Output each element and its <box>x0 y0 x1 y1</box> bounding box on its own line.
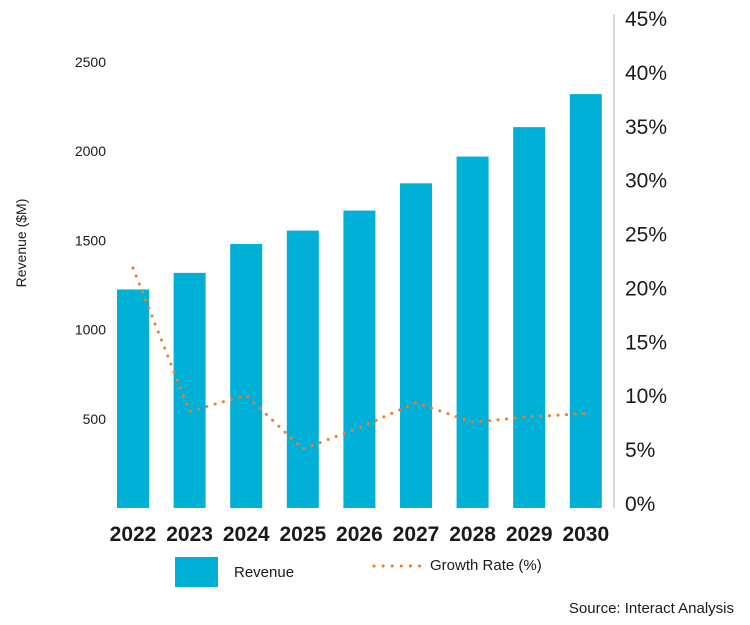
legend-growth-label: Growth Rate (%) <box>430 557 542 574</box>
legend-revenue: Revenue <box>175 557 294 587</box>
revenue-bar-2025 <box>286 230 319 508</box>
left-tick-2000: 2000 <box>75 143 106 159</box>
x-tick-2030: 2030 <box>562 523 609 546</box>
x-tick-2027: 2027 <box>393 523 440 546</box>
revenue-bar-2027 <box>400 183 432 508</box>
x-tick-2023: 2023 <box>166 523 213 546</box>
legend-growth-swatch <box>372 564 422 567</box>
revenue-bar-2022 <box>117 289 149 508</box>
x-tick-2024: 2024 <box>223 523 270 546</box>
right-tick-25pct: 25% <box>625 224 667 247</box>
left-tick-1000: 1000 <box>75 322 106 338</box>
right-tick-5pct: 5% <box>625 439 655 462</box>
x-tick-2025: 2025 <box>279 523 326 546</box>
right-tick-45pct: 45% <box>625 8 667 31</box>
x-tick-2029: 2029 <box>506 523 553 546</box>
x-tick-2026: 2026 <box>336 523 383 546</box>
revenue-bar-2028 <box>456 156 489 508</box>
x-tick-2022: 2022 <box>110 523 157 546</box>
revenue-bar-2024 <box>230 243 263 508</box>
revenue-bar-2029 <box>513 127 546 508</box>
revenue-bar-2026 <box>343 210 376 509</box>
left-tick-500: 500 <box>83 411 107 427</box>
right-tick-20pct: 20% <box>625 277 667 300</box>
revenue-bar-2023 <box>173 272 206 508</box>
left-tick-2500: 2500 <box>75 54 106 70</box>
revenue-bar-2030 <box>569 94 602 508</box>
y-axis-title: Revenue ($M) <box>13 199 29 288</box>
x-tick-2028: 2028 <box>449 523 496 546</box>
right-tick-35pct: 35% <box>625 116 667 139</box>
source-note: Source: Interact Analysis <box>568 600 734 617</box>
right-tick-15pct: 15% <box>625 331 667 354</box>
legend-revenue-label: Revenue <box>234 563 295 581</box>
left-tick-1500: 1500 <box>75 232 106 248</box>
right-tick-30pct: 30% <box>625 170 667 193</box>
right-tick-0pct: 0% <box>625 493 655 516</box>
legend-revenue-swatch <box>175 557 218 587</box>
right-tick-10pct: 10% <box>625 385 667 408</box>
legend-growth: Growth Rate (%) <box>372 557 542 574</box>
right-tick-40pct: 40% <box>625 62 667 85</box>
